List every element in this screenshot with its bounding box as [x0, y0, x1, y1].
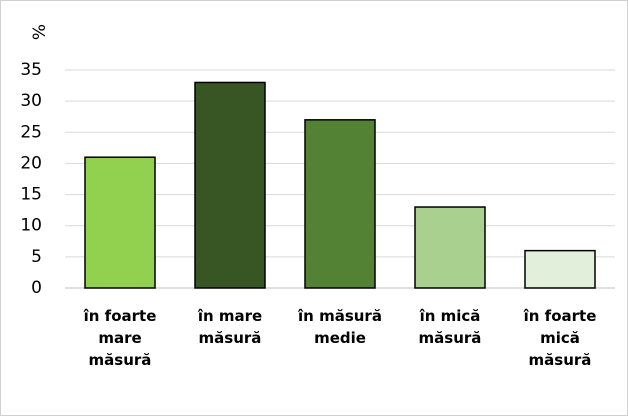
- y-tick-label: 5: [31, 247, 42, 267]
- y-tick-label: 35: [20, 60, 42, 80]
- y-tick-label: 15: [20, 185, 42, 205]
- y-tick-label: 0: [31, 278, 42, 298]
- bar: [194, 81, 266, 289]
- bar: [304, 119, 376, 289]
- x-tick-label: în mare măsură: [197, 307, 263, 347]
- y-tick-label: 25: [20, 122, 42, 142]
- y-axis-label: %: [30, 24, 50, 40]
- y-tick-label: 30: [20, 91, 42, 111]
- x-tick-label: în foarte mică măsură: [523, 307, 597, 369]
- y-tick-label: 10: [20, 216, 42, 236]
- x-tick-label: în foarte mare măsură: [83, 307, 157, 369]
- x-tick-label: în măsură medie: [298, 307, 382, 347]
- y-tick-label: 20: [20, 153, 42, 173]
- bar: [524, 249, 596, 289]
- bar: [84, 156, 156, 289]
- bar: [414, 206, 486, 289]
- x-tick-label: în mică măsură: [418, 307, 482, 347]
